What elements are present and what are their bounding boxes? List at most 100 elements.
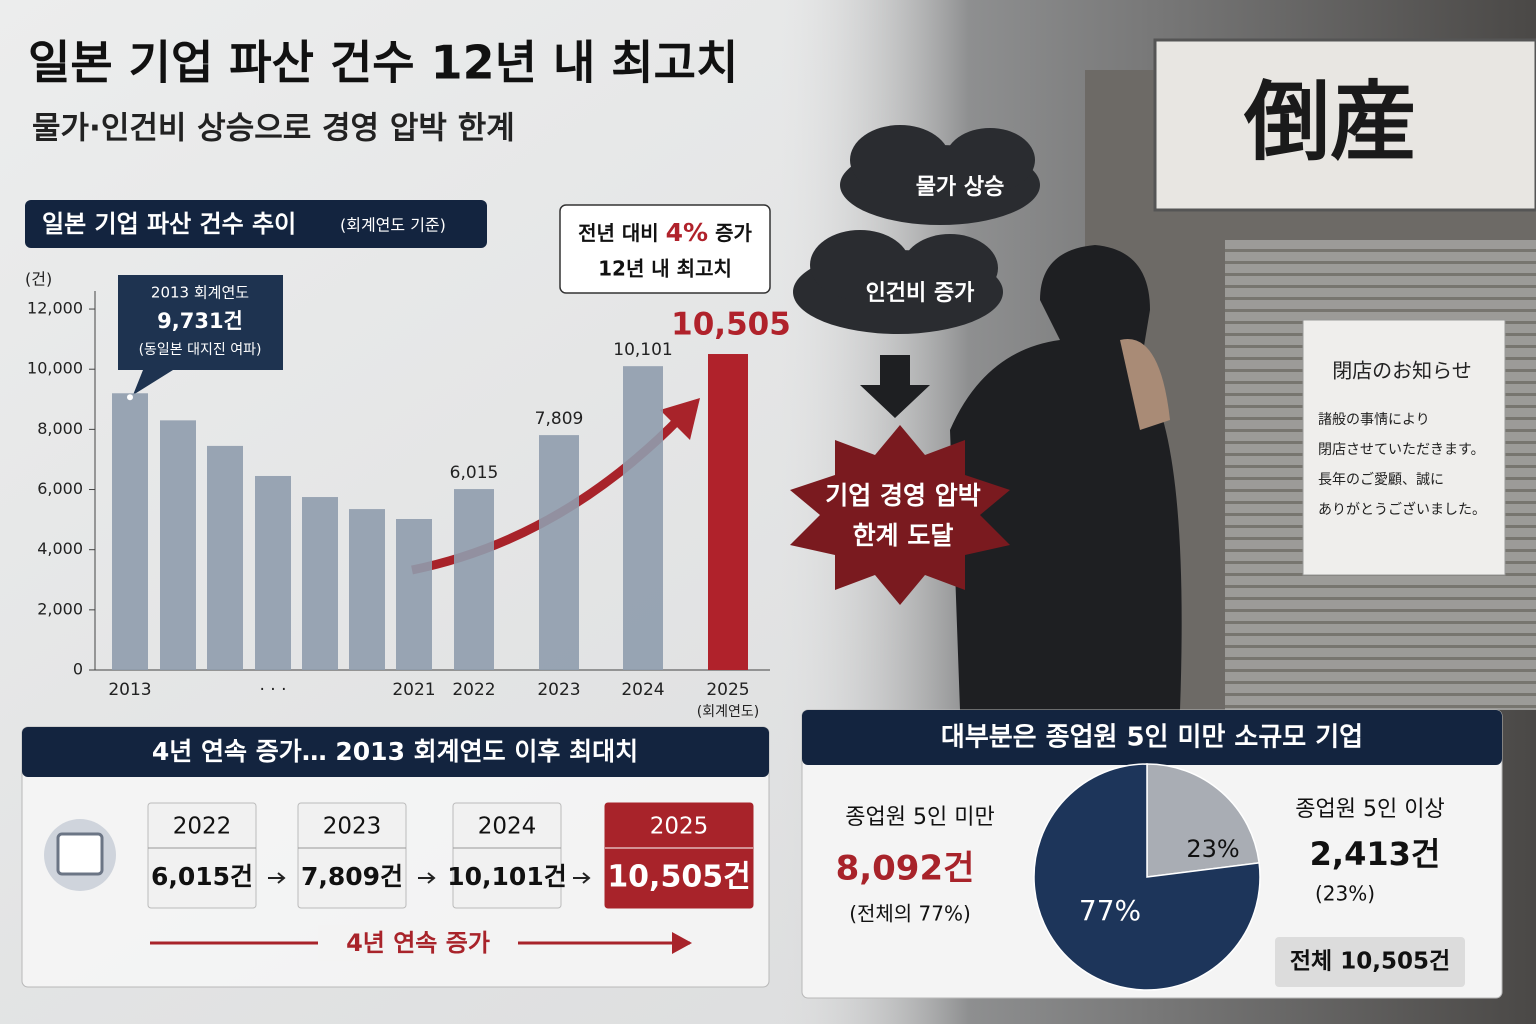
share: (전체의 77%)	[849, 902, 971, 926]
trend-arrow-head	[660, 398, 700, 440]
highlight-box	[559, 204, 771, 294]
bar	[160, 420, 196, 670]
notice-line: 諸般の事情により	[1318, 412, 1430, 428]
pie-panel: 대부분은 종업원 5인 미만 소규모 기업 종업원 5인 미만 8,092건 (…	[801, 709, 1503, 999]
bar	[708, 354, 748, 670]
panel-title: 4년 연속 증가… 2013 회계연도 이후 최대치	[152, 737, 638, 766]
step-arrow	[573, 872, 591, 884]
highlight-text: 증가	[708, 221, 752, 245]
burst	[790, 425, 1010, 605]
bar	[539, 435, 579, 670]
cause-label: 인건비 증가	[866, 281, 975, 306]
timeline-panel: 4년 연속 증가… 2013 회계연도 이후 최대치 4년 연속 증가 2022…	[21, 726, 770, 988]
slice-label: 77%	[1079, 894, 1141, 927]
trend-label: 4년 연속 증가	[346, 929, 490, 957]
chart-title: 대부분은 종업원 5인 미만 소규모 기업	[941, 723, 1363, 753]
x-tick-label: 2021	[392, 680, 435, 700]
y-axis-label: (건)	[25, 270, 52, 289]
bar	[623, 366, 663, 670]
bar	[302, 497, 338, 670]
cloud-1	[840, 125, 1040, 225]
y-tick-label: 6,000	[37, 479, 83, 498]
highlight-line: 전년 대비 4% 증가	[578, 218, 752, 247]
step-box	[452, 802, 562, 909]
page-subtitle: 물가·인건비 상승으로 경영 압박 한계	[32, 111, 515, 147]
notice-line: 長年のご愛顧、誠に	[1318, 472, 1444, 488]
calendar-icon	[56, 832, 104, 876]
y-tick-label: 0	[73, 660, 83, 679]
result-label: 한계 도달	[853, 521, 954, 550]
x-tick-label: 2024	[621, 680, 664, 700]
cloud-2	[793, 230, 1003, 334]
x-axis-note: (회계연도)	[697, 704, 759, 720]
chart-title-note: (회계연도 기준)	[340, 216, 446, 235]
y-tick-label: 4,000	[37, 539, 83, 558]
callout-box	[118, 275, 283, 395]
result-label: 기업 경영 압박	[825, 481, 980, 510]
bar	[207, 445, 243, 670]
label-backdrop	[318, 925, 518, 961]
value-label: 10,505	[671, 307, 791, 343]
notice-lines: 諸般の事情により閉店させていただきます。長年のご愛顧、誠にありがとうございました…	[1318, 412, 1486, 518]
pie-slice	[1146, 763, 1260, 878]
bar	[255, 475, 291, 670]
callout-pointer	[127, 394, 133, 401]
trend-arrow-head	[672, 932, 692, 954]
bar	[396, 519, 432, 670]
page-title: 일본 기업 파산 건수 12년 내 최고치	[28, 36, 738, 90]
step-box	[604, 802, 754, 909]
chart-title-box	[25, 200, 487, 248]
notice-line: 閉店させていただきます。	[1318, 442, 1485, 458]
step-box	[297, 802, 407, 909]
legend-label: 종업원 5인 이상	[1295, 797, 1444, 822]
x-tick-label: 2022	[452, 680, 495, 700]
count: 8,092건	[836, 849, 975, 889]
y-tick-label: 12,000	[27, 299, 83, 318]
step-arrow	[418, 872, 436, 884]
person	[950, 245, 1182, 710]
count: 2,413건	[1310, 835, 1441, 873]
highlight-text: 전년 대비	[578, 221, 666, 245]
x-tick-label: 2025	[706, 680, 749, 700]
slice-label: 23%	[1186, 835, 1239, 863]
cause-label: 물가 상승	[916, 175, 1005, 200]
step-year: 2025	[650, 814, 709, 840]
step-year: 2022	[173, 814, 232, 840]
down-arrow	[860, 355, 930, 418]
callout-text: (동일본 대지진 여파)	[139, 342, 262, 358]
y-tick-label: 2,000	[37, 599, 83, 618]
y-tick-label: 8,000	[37, 419, 83, 438]
notice	[1302, 319, 1506, 576]
step-box	[147, 802, 257, 909]
x-tick-label: · · ·	[259, 680, 286, 700]
bar	[349, 509, 385, 670]
y-tick-label: 10,000	[27, 359, 83, 378]
highlight-line: 12년 내 최고치	[598, 257, 732, 281]
value-label: 6,015	[450, 463, 499, 483]
total-box	[1275, 937, 1465, 987]
highlight-rate: 4%	[666, 218, 708, 247]
step-count: 10,505건	[607, 860, 750, 895]
step-count: 10,101건	[447, 862, 566, 891]
step-year: 2024	[478, 814, 537, 840]
step-count: 6,015건	[151, 862, 253, 891]
causes: 물가 상승 인건비 증가 기업 경영 압박 한계 도달	[790, 125, 1040, 605]
share: (23%)	[1315, 882, 1375, 906]
panel-header	[802, 710, 1502, 765]
bar	[454, 489, 494, 670]
notice-line: ありがとうございました。	[1318, 501, 1486, 518]
notice-title: 閉店のお知らせ	[1332, 359, 1472, 383]
step-year: 2023	[323, 814, 382, 840]
sign-text: 倒産	[1243, 72, 1416, 172]
value-label: 7,809	[535, 409, 584, 429]
total: 전체 10,505건	[1290, 949, 1450, 975]
chart-title: 일본 기업 파산 건수 추이	[42, 210, 296, 238]
x-tick-label: 2013	[108, 680, 151, 700]
panel-header	[22, 727, 769, 777]
step-arrow	[268, 872, 286, 884]
x-tick-label: 2023	[537, 680, 580, 700]
pie-slice	[1033, 763, 1261, 991]
value-label: 10,101	[613, 340, 672, 360]
